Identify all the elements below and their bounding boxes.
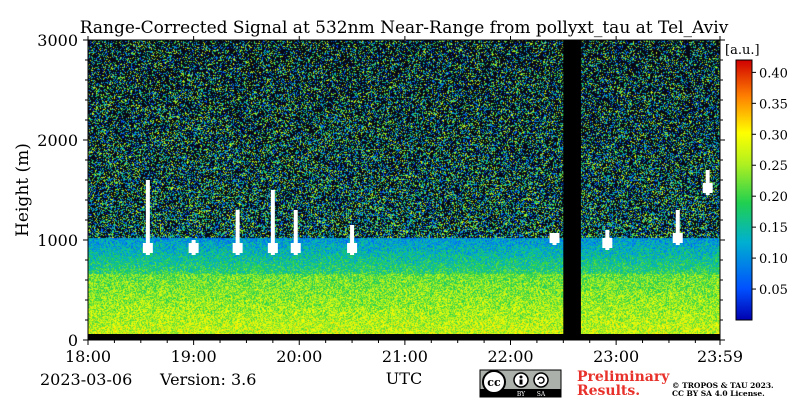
cloud-base	[549, 233, 560, 243]
x-tick-label: 22:00	[487, 347, 533, 366]
copyright-line1: © TROPOS & TAU 2023.	[672, 381, 774, 390]
colorbar-tick-label: 0.15	[759, 221, 788, 236]
colorbar-unit: [a.u.]	[725, 43, 760, 58]
sa-icon-arrow	[537, 376, 545, 384]
ground-band	[88, 334, 720, 340]
x-axis-label: UTC	[386, 369, 422, 388]
by-icon-body	[519, 379, 523, 385]
y-tick-label: 3000	[37, 31, 78, 50]
cloud-layer	[145, 180, 150, 255]
colorbar-ticks: 0.05 0.10 0.15 0.20 0.25 0.30 0.35 0.40	[752, 66, 788, 298]
colorbar-tick-label: 0.25	[759, 159, 788, 174]
sa-label: SA	[537, 391, 546, 398]
x-tick-label: 21:00	[382, 347, 428, 366]
x-tick-label: 18:00	[65, 347, 111, 366]
x-tick-label: 20:00	[276, 347, 322, 366]
y-tick-label: 0	[68, 331, 78, 350]
colorbar-tick-label: 0.05	[759, 283, 788, 298]
cloud-base	[672, 233, 683, 243]
cloud-base	[290, 243, 301, 253]
colorbar-tick-label: 0.20	[759, 190, 788, 205]
colorbar-tick-label: 0.30	[759, 128, 788, 143]
cc-license-badge[interactable]: cc BY SA	[479, 369, 562, 398]
cloud-base	[602, 238, 613, 248]
cloud-base	[267, 243, 278, 253]
plot-frame	[87, 39, 721, 341]
cloud-layer	[293, 210, 298, 255]
cc-icon-label: cc	[487, 376, 501, 389]
preliminary-label-line1: Preliminary	[577, 369, 670, 385]
cloud-base	[347, 243, 358, 253]
colorbar-tick-label: 0.10	[759, 252, 788, 267]
data-gap	[563, 40, 581, 340]
cloud-layer	[705, 170, 710, 195]
footer-date: 2023-03-06	[40, 370, 132, 389]
y-axis-label: Height (m)	[13, 143, 33, 237]
cloud-base	[232, 243, 243, 253]
cloud-base	[142, 243, 153, 253]
preliminary-label-line2: Results.	[577, 383, 640, 399]
by-icon-head	[519, 375, 523, 379]
by-label: BY	[517, 391, 526, 398]
sa-icon	[533, 372, 549, 388]
x-tick-label: 23:59	[697, 347, 743, 366]
x-axis: 18:00 19:00 20:00 21:00 22:00 23:00 23:59	[65, 36, 743, 366]
chart-title: Range-Corrected Signal at 532nm Near-Ran…	[80, 18, 729, 38]
plot-area	[88, 40, 720, 340]
cloud-layers	[142, 170, 713, 255]
colorbar-tick-label: 0.40	[759, 66, 788, 81]
cc-icon	[482, 370, 506, 394]
cloud-layer	[675, 210, 680, 245]
heatmap-image	[88, 40, 720, 340]
footer-version: Version: 3.6	[159, 370, 256, 389]
y-tick-label: 2000	[37, 131, 78, 150]
copyright-line2: CC BY SA 4.0 License.	[672, 389, 765, 398]
y-axis: 0 1000 2000 3000	[37, 31, 725, 350]
cloud-base	[188, 243, 199, 253]
cloud-base	[702, 183, 713, 193]
colorbar	[735, 59, 753, 321]
cloud-layer	[235, 210, 240, 255]
cloud-layer	[350, 225, 355, 255]
y-tick-label: 1000	[37, 231, 78, 250]
cloud-layer	[270, 190, 275, 255]
x-tick-label: 23:00	[593, 347, 639, 366]
x-tick-label: 19:00	[171, 347, 217, 366]
colorbar-tick-label: 0.35	[759, 97, 788, 112]
